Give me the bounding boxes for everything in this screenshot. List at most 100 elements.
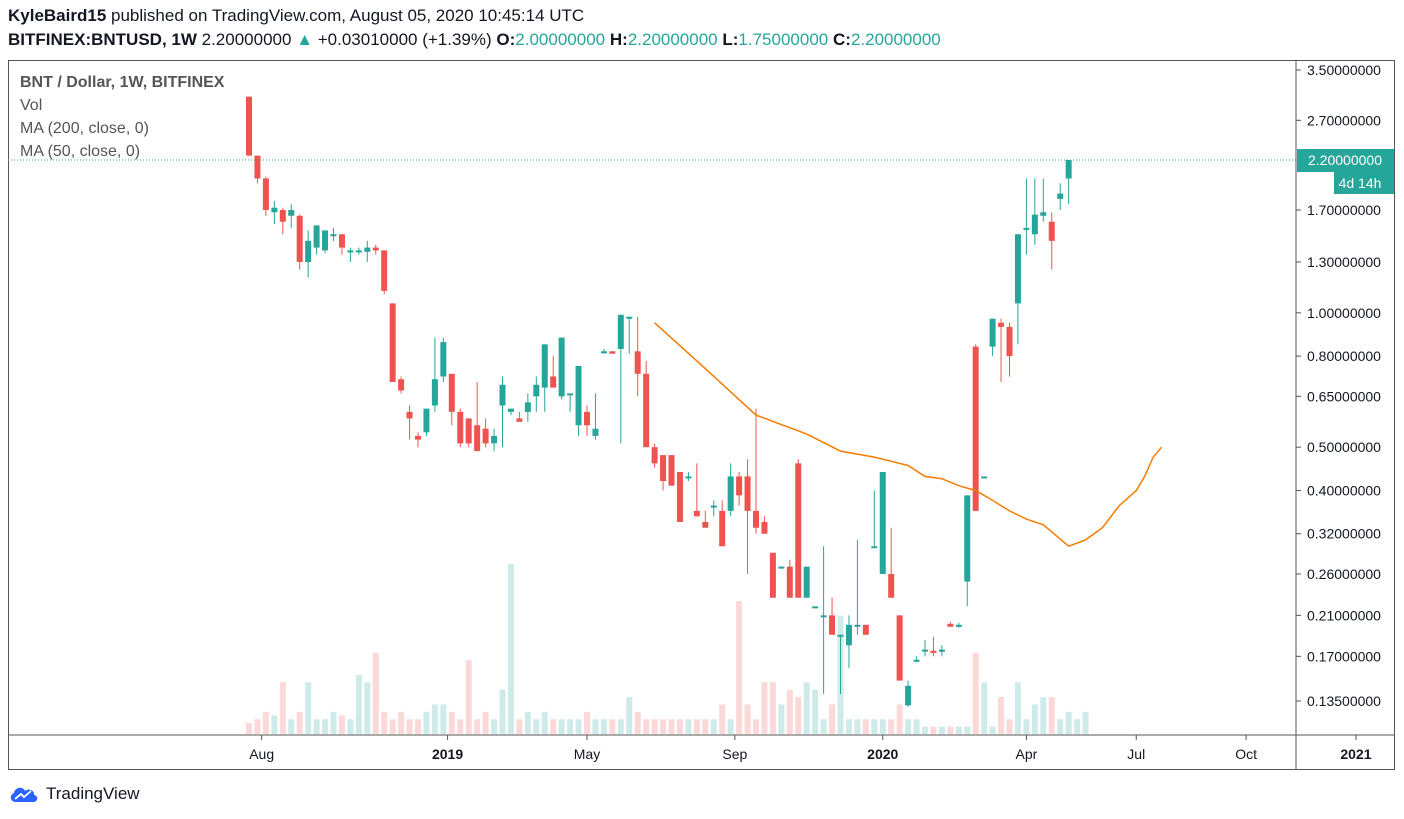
candle-body (482, 428, 489, 444)
price-axis[interactable]: 3.50000000 2.70000000 1.70000000 1.30000000… (1296, 62, 1381, 709)
volume-bar (812, 689, 819, 734)
candle-body (1040, 212, 1047, 216)
y-tick-label: 0.80000000 (1307, 348, 1381, 364)
volume-bar (338, 715, 345, 734)
candle-body (676, 471, 683, 522)
candle-body (1065, 160, 1072, 179)
candle-body (575, 366, 582, 426)
candle-body (271, 207, 278, 213)
candle-body (947, 623, 954, 627)
volume-bar (474, 719, 481, 734)
volume-bar (626, 697, 633, 734)
y-tick-label: 0.17000000 (1307, 648, 1381, 664)
candle-body (600, 351, 607, 354)
low-label: L: (722, 30, 739, 49)
volume-bar (710, 719, 717, 734)
candle-body (930, 650, 937, 653)
x-tick-label: 2019 (432, 746, 463, 762)
tradingview-logo[interactable]: TradingView (8, 784, 140, 804)
volume-bar (854, 719, 861, 734)
volume-bar (972, 652, 979, 734)
candle-body (998, 322, 1005, 327)
close-value: 2.20000000 (850, 30, 941, 49)
candle-body (398, 379, 405, 391)
legend-ma50[interactable]: MA (50, close, 0) (20, 143, 141, 160)
volume-bar (913, 719, 920, 734)
candle-body (338, 234, 345, 248)
high-value: 2.20000000 (627, 30, 718, 49)
candle-body (634, 351, 641, 374)
volume-bar (643, 719, 650, 734)
cloud-logo-icon (10, 787, 38, 802)
volume-bar (1006, 719, 1013, 734)
volume-bar (693, 719, 700, 734)
volume-bar (744, 704, 751, 734)
volume-bar (364, 682, 371, 734)
y-tick-label: 0.65000000 (1307, 388, 1381, 404)
candle-body (347, 250, 354, 253)
volume-bar (947, 726, 954, 734)
x-tick-label: Jul (1127, 746, 1145, 762)
volume-bar (482, 711, 489, 734)
volume-bar (930, 726, 937, 734)
published-line: KyleBaird15 published on TradingView.com… (8, 6, 584, 26)
legend-vol[interactable]: Vol (20, 97, 43, 114)
candle-body (507, 408, 514, 412)
candle-body (431, 379, 438, 406)
candle-body (440, 342, 447, 377)
candle-body (584, 411, 590, 426)
candle-body (871, 546, 878, 549)
candle-body (499, 384, 506, 406)
chart-frame (8, 60, 1395, 770)
candlestick-chart[interactable]: 3.50000000 2.70000000 1.70000000 1.30000000… (0, 0, 1404, 780)
candle-body (389, 303, 396, 382)
volume-bar (347, 719, 354, 734)
candle-body (786, 566, 793, 598)
candle-body (812, 606, 819, 609)
author-name[interactable]: KyleBaird15 (8, 6, 107, 25)
candle-body (313, 225, 320, 248)
volume-bar (786, 689, 793, 734)
y-tick-label: 3.50000000 (1307, 62, 1381, 78)
volume-bar (845, 719, 852, 734)
volume-bar (465, 660, 472, 734)
price-change: +0.03010000 (+1.39%) (317, 30, 492, 49)
candle-body (710, 505, 717, 508)
candle-body (406, 411, 413, 419)
volume-bar (254, 719, 261, 734)
candle-body (279, 209, 286, 222)
candle-body (660, 455, 667, 481)
candle-body (769, 552, 776, 598)
legend-ma200[interactable]: MA (200, close, 0) (20, 120, 149, 137)
candle-body (246, 96, 252, 156)
published-text: published on TradingView.com, August 05,… (111, 6, 585, 25)
volume-bar (871, 719, 878, 734)
open-value: 2.00000000 (515, 30, 606, 49)
volume-bar (575, 719, 582, 734)
candle-body (592, 428, 599, 436)
candle-body (879, 471, 886, 574)
candle-body (415, 435, 421, 440)
volume-bar (1048, 697, 1055, 734)
candle-body (778, 566, 785, 569)
time-axis[interactable]: Aug 2019 May Sep 2020 Apr Jul Oct 2021 (249, 735, 1372, 762)
price-tag: 2.20000000 4d 14h (1297, 149, 1394, 194)
countdown-bg (1334, 171, 1394, 194)
candle-body (567, 393, 574, 396)
volume-bar (719, 704, 726, 734)
x-tick-label: Oct (1235, 746, 1257, 762)
volume-bar (296, 711, 303, 734)
volume-bar (905, 719, 912, 734)
volume-bar (676, 719, 683, 734)
candle-body (465, 418, 472, 444)
y-tick-label: 0.50000000 (1307, 439, 1381, 455)
volume-bar (1065, 711, 1072, 734)
volume-bar (879, 719, 886, 734)
x-tick-label: 2021 (1340, 746, 1371, 762)
volume-bar (1023, 719, 1030, 734)
candle-body (668, 455, 675, 486)
candle-body (609, 351, 616, 354)
volume-bar (262, 711, 269, 734)
candle-body (837, 634, 844, 637)
volume-bar (584, 711, 590, 734)
